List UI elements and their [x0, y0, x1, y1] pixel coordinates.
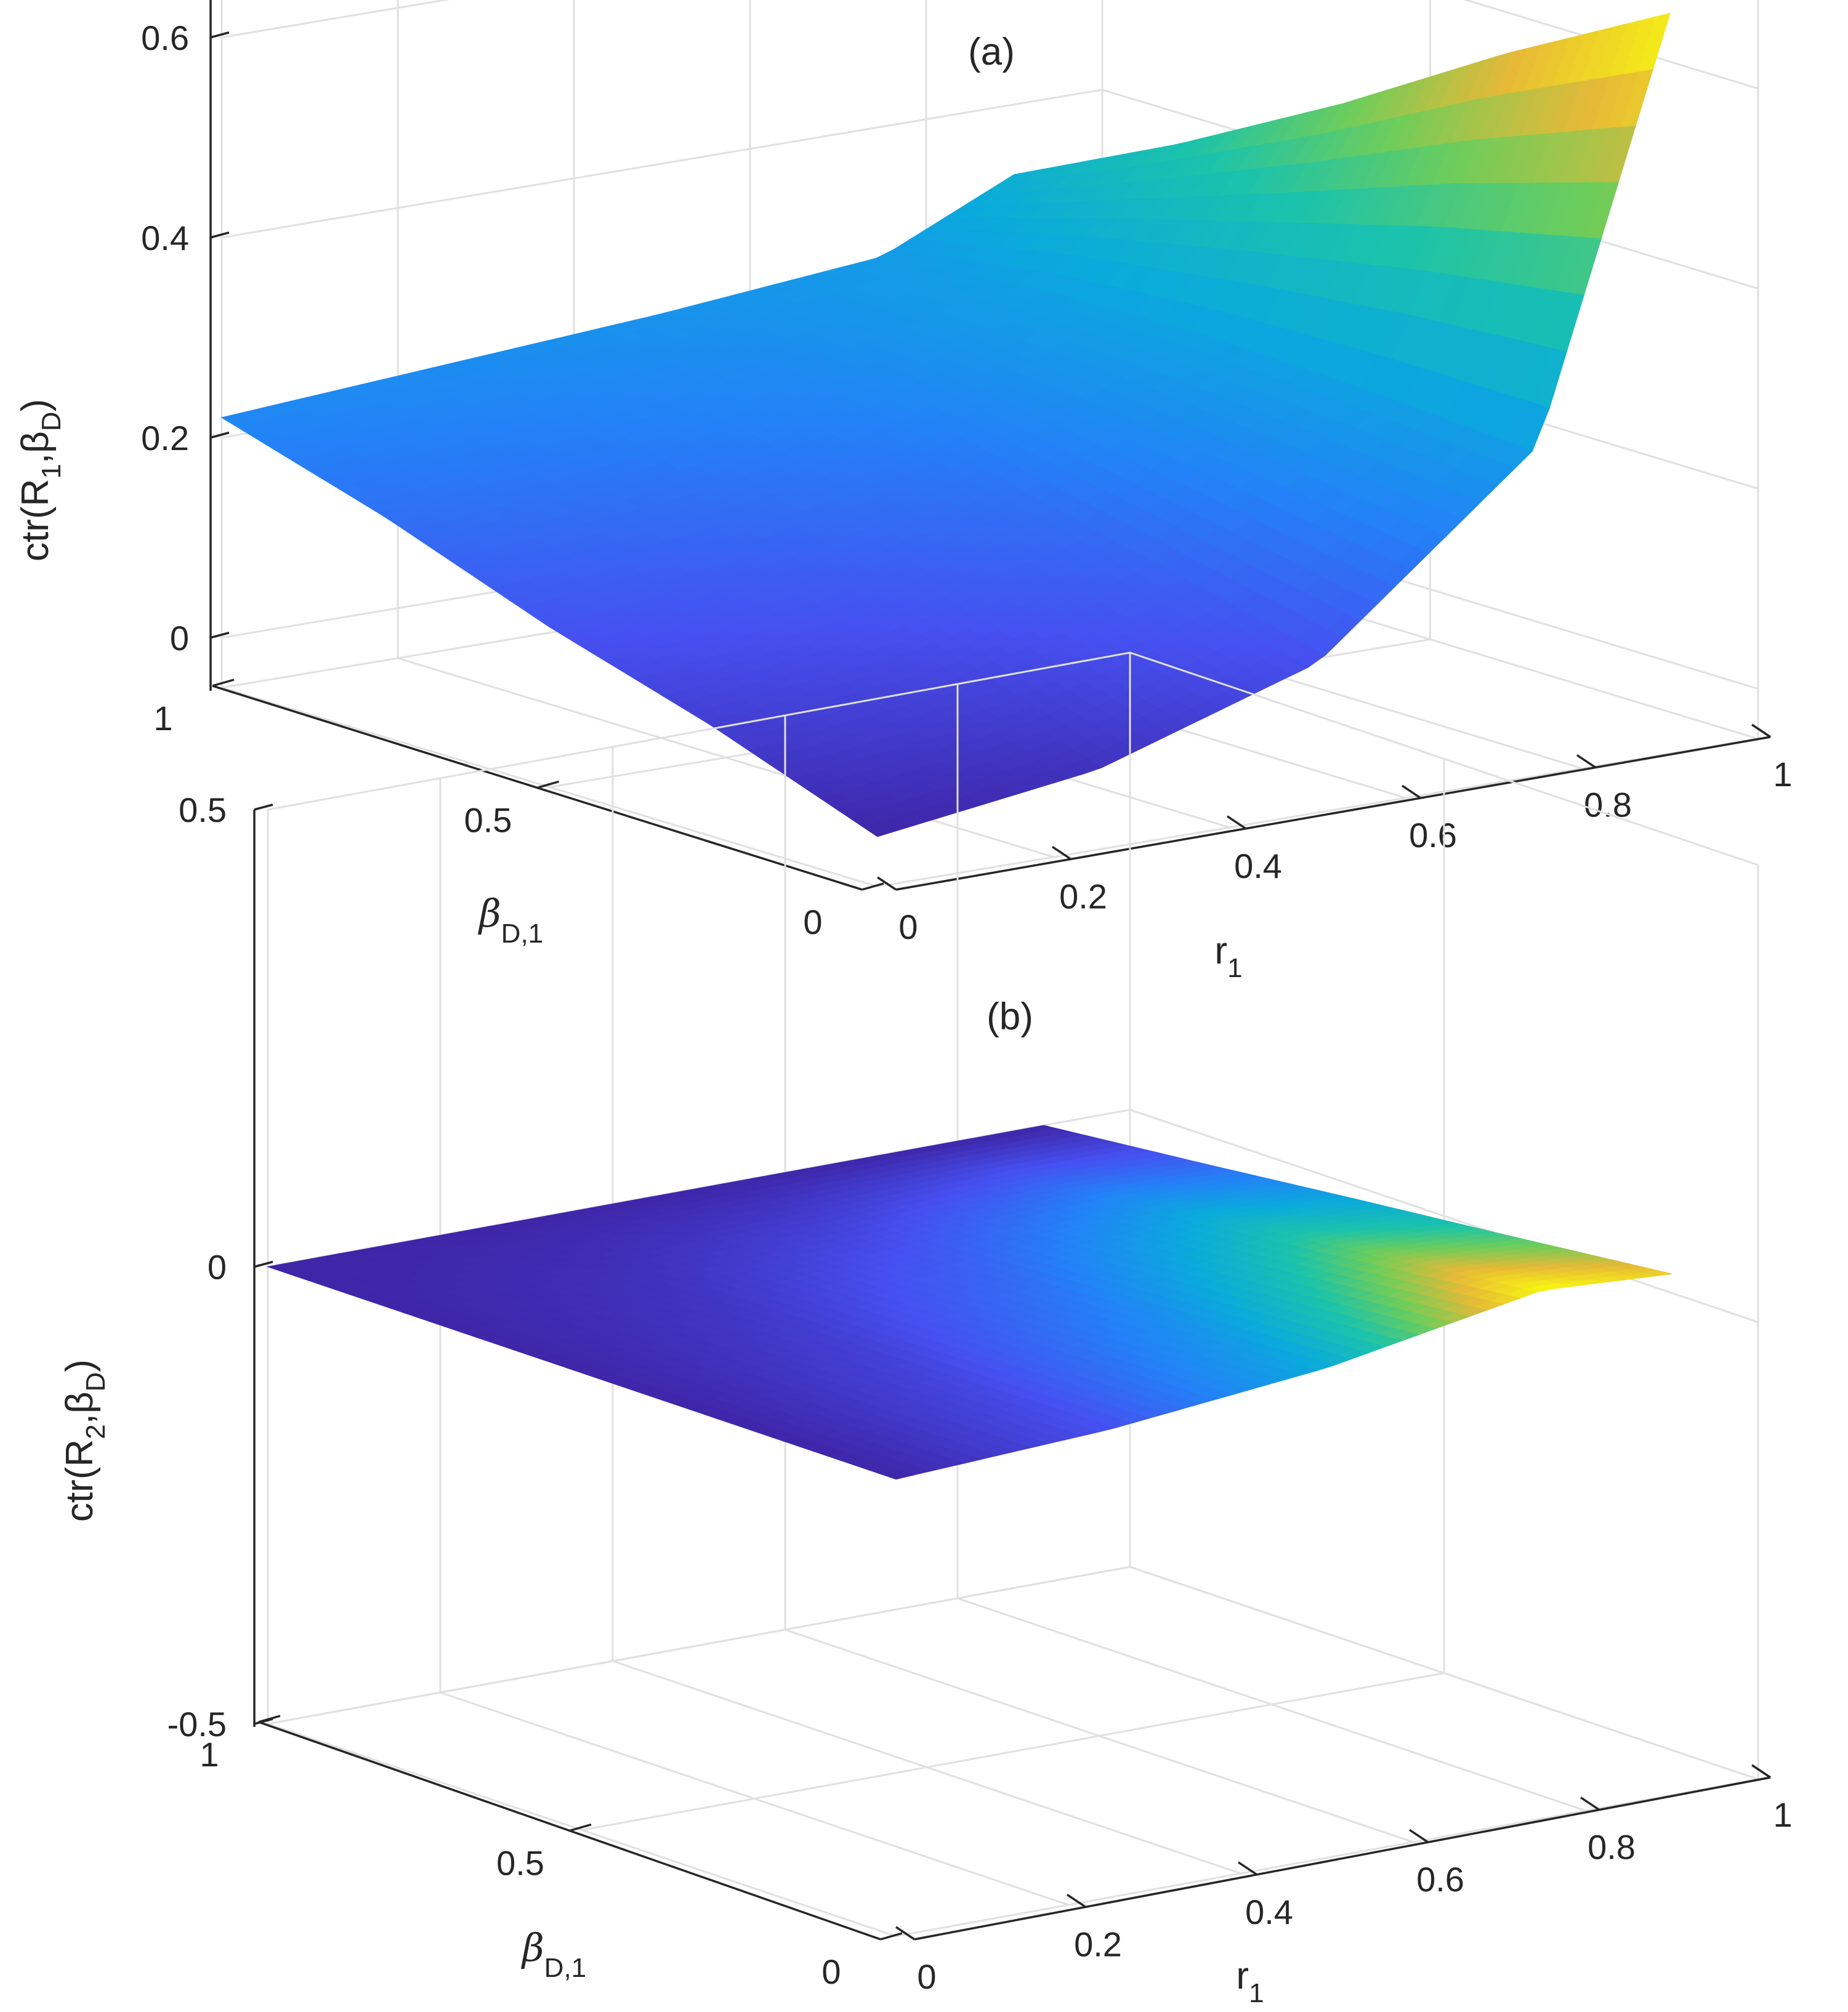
x-tick-label: 0.6 [1416, 1860, 1464, 1899]
surface-patch [862, 821, 896, 837]
x-tick-mark [1409, 1829, 1429, 1843]
surface [266, 1125, 1672, 1480]
y-tick-mark [880, 1932, 903, 1941]
z-tick-mark [210, 432, 230, 439]
surface [220, 12, 1671, 837]
chart-title: (b) [987, 996, 1033, 1038]
y-tick-label: 1 [200, 1735, 219, 1774]
grid-line-z [267, 1566, 1759, 1781]
x-tick-mark [1402, 784, 1421, 799]
x-tick-label: 0.6 [1409, 816, 1457, 855]
grid-line-z [221, 0, 1759, 90]
y-tick-label: 0.5 [496, 1844, 544, 1883]
x-tick-mark [1576, 754, 1596, 769]
chart-title: (a) [968, 31, 1015, 73]
x-tick-mark [877, 876, 897, 891]
x-axis-label: r1 [1214, 930, 1242, 983]
y-tick-mark [537, 780, 559, 789]
tick-labels: 0 0.2 0.4 0.6 0.8 1 0 0.5 1 0 0.2 0.4 0.6 [141, 18, 1792, 946]
y-tick-label: 0.5 [464, 801, 512, 840]
x-axis-label: r1 [1236, 1955, 1264, 2008]
y-tick-mark [212, 678, 235, 687]
x-axis-line [914, 1776, 1771, 1941]
x-tick-label: 0 [898, 907, 918, 946]
z-tick-label: 0.2 [141, 419, 189, 457]
z-tick-mark [210, 632, 230, 639]
z-axis-label: ctr(R1,βD) [14, 399, 67, 561]
z-tick-label: 0.4 [141, 219, 189, 257]
x-tick-mark [1751, 1764, 1771, 1779]
x-tick-label: 0.8 [1588, 1828, 1636, 1867]
z-tick-label: 0 [170, 619, 189, 658]
z-tick-mark [254, 1718, 273, 1725]
y-tick-mark [861, 882, 884, 891]
x-tick-label: 0.4 [1234, 847, 1282, 885]
z-tick-label: 0.5 [179, 791, 227, 829]
y-tick-label: 0 [803, 903, 822, 941]
x-axis-line [895, 736, 1771, 891]
y-tick-label: 0 [821, 1952, 841, 1991]
z-tick-label: 0.6 [141, 18, 189, 57]
x-tick-mark [1227, 815, 1246, 830]
x-tick-label: 0.4 [1245, 1893, 1293, 1931]
grid [267, 651, 1759, 1938]
x-tick-mark [1580, 1797, 1600, 1811]
z-tick-mark [210, 231, 230, 239]
z-tick-mark [254, 803, 273, 811]
z-tick-mark [254, 1260, 273, 1268]
x-tick-label: 0 [917, 1957, 936, 1996]
y-axis-label: βD,1 [521, 1925, 586, 1983]
z-tick-mark [210, 31, 230, 39]
z-tick-label: -0.5 [167, 1705, 227, 1744]
x-tick-mark [1238, 1861, 1257, 1876]
surface-patch [881, 1470, 914, 1480]
y-tick-label: 1 [153, 699, 172, 738]
y-axis-label: βD,1 [478, 891, 543, 949]
surface-chart-b: 00.20.40.60.8100.51-0.500.5(b)r1βD,1ctr(… [59, 651, 1793, 2008]
x-tick-mark [1067, 1893, 1086, 1908]
x-tick-label: 0.2 [1059, 877, 1107, 915]
x-tick-mark [1052, 845, 1071, 860]
x-tick-mark [895, 1926, 915, 1941]
z-tick-label: 0 [208, 1248, 227, 1287]
surface-chart-a: 0 0.2 0.4 0.6 0.8 1 0 0.5 1 0 0.2 0.4 0.6 (a) r1 βD,1 ct… [14, 0, 1793, 983]
x-tick-label: 1 [1773, 755, 1792, 794]
x-tick-label: 0.8 [1584, 786, 1632, 824]
y-tick-mark [569, 1823, 592, 1832]
x-tick-label: 0.2 [1074, 1925, 1122, 1963]
z-axis-label: ctr(R2,βD) [59, 1359, 111, 1522]
x-tick-mark [1751, 723, 1771, 738]
x-tick-label: 1 [1773, 1795, 1792, 1834]
